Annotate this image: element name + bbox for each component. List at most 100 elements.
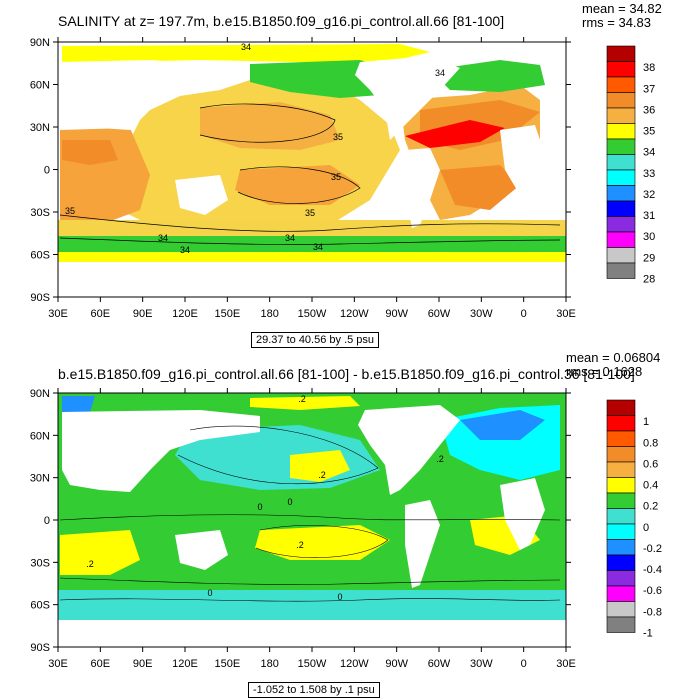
x-tick-label: 60E: [91, 308, 111, 320]
equatorial-pacific-positive: [255, 525, 390, 560]
colorbar-label: -0.8: [643, 606, 662, 618]
colorbar-swatch: [606, 107, 636, 124]
colorbar-swatch: [606, 247, 636, 264]
australia-land: [175, 175, 228, 215]
africa-land: [500, 125, 545, 195]
colorbar-swatch: [606, 461, 636, 478]
arctic-negative: [62, 396, 95, 412]
arctic-ocean: [62, 44, 430, 64]
colorbar-swatch: [606, 601, 636, 618]
colorbar-swatch: [606, 570, 636, 587]
colorbar-swatch: [606, 185, 636, 202]
colorbar-swatch: [606, 154, 636, 171]
colorbar-label: 30: [643, 231, 655, 243]
x-tick-label: 30W: [470, 308, 493, 320]
colorbar-swatch: [606, 508, 636, 525]
colorbar-label: 33: [643, 168, 655, 180]
colorbar-swatch: [606, 415, 636, 432]
y-tick-label: 60N: [30, 430, 50, 442]
x-tick-label: 120W: [340, 658, 369, 670]
x-tick-label: 0: [521, 308, 527, 320]
colorbar-swatch: [606, 61, 636, 78]
contour-label: 34: [241, 42, 251, 52]
colorbar-swatch: [606, 539, 636, 556]
colorbar-label: 0.6: [643, 458, 658, 470]
colorbar-swatch: [606, 92, 636, 109]
colorbar-label: 32: [643, 189, 655, 201]
colorbar-label: -1: [643, 628, 653, 640]
x-tick-label: 90E: [133, 308, 153, 320]
bottom-map: [58, 393, 566, 647]
colorbar-swatch: [606, 430, 636, 447]
colorbar-label: 29: [643, 252, 655, 264]
colorbar-label: 38: [643, 62, 655, 74]
bottom-colorbar: 1 0.8 0.6 0.4 0.2 0 -0.2 -0.4 -0.6 -0.8 -1: [606, 399, 662, 640]
south-america-land: [405, 148, 440, 228]
colorbar-label: 28: [643, 274, 655, 286]
contour-label: .2: [318, 470, 326, 480]
y-tick-label: 90N: [30, 388, 50, 400]
top-range-label: 29.37 to 40.56 by .5 psu: [251, 332, 380, 348]
africa-land-bottom: [500, 478, 545, 550]
contour-label: .2: [86, 559, 94, 569]
colorbar-swatch: [606, 492, 636, 509]
colorbar-label: 0.4: [643, 480, 658, 492]
y-tick-label: 30S: [30, 557, 50, 569]
south-atlantic-orange: [440, 165, 520, 210]
x-tick-label: 150E: [214, 308, 240, 320]
colorbar-swatch: [606, 123, 636, 140]
contour-label: 35: [333, 132, 343, 142]
colorbar-swatch: [606, 585, 636, 602]
southern-ocean-green: [58, 236, 566, 254]
colorbar-label: 37: [643, 83, 655, 95]
top-colorbar: 38 37 36 35 34 33 32 31 30 29 28: [606, 45, 655, 286]
x-tick-label: 120W: [340, 308, 369, 320]
colorbar-label: -0.6: [643, 585, 662, 597]
top-panel-title: SALINITY at z= 197.7m, b.e15.B1850.f09_g…: [58, 13, 505, 29]
top-mean: mean = 34.82: [582, 1, 662, 16]
colorbar-swatch: [606, 45, 636, 62]
colorbar-swatch: [606, 169, 636, 186]
x-tick-label: 90W: [385, 658, 408, 670]
y-tick-label: 30S: [30, 207, 50, 219]
y-tick-label: 60S: [30, 600, 50, 612]
contour-label: 34: [158, 233, 168, 243]
y-tick-label: 90N: [30, 37, 50, 49]
top-x-axis: 30E 60E 90E 120E 150E 180 150W 120W 90W 60W 30W 0 30…: [48, 37, 576, 320]
x-tick-label: 30E: [556, 658, 576, 670]
labrador-negative: [460, 410, 545, 440]
x-tick-label: 60E: [91, 658, 111, 670]
colorbar-swatch: [606, 216, 636, 233]
contour-label: 0: [257, 502, 262, 512]
y-tick-label: 90S: [30, 642, 50, 654]
colorbar-swatch: [606, 399, 636, 416]
south-america-land-bottom: [405, 500, 440, 588]
bottom-y-axis: 90N 60N 30N 0 30S 60S 90S: [30, 388, 571, 654]
colorbar-swatch: [606, 76, 636, 93]
colorbar-swatch: [606, 616, 636, 633]
x-tick-label: 90E: [133, 658, 153, 670]
south-pacific-high: [235, 165, 360, 205]
y-tick-label: 30N: [30, 122, 50, 134]
bottom-rms: rms = 0.1628: [566, 364, 643, 379]
arabian-sea: [62, 140, 118, 165]
colorbar-swatch: [606, 477, 636, 494]
contour-label: .2: [436, 454, 444, 464]
contour-label: 34: [313, 242, 323, 252]
x-tick-label: 30E: [48, 308, 68, 320]
bottom-contour-labels: .2 0 .2 0 .2 .2 0 .2 0: [86, 394, 444, 602]
bottom-range-label: -1.052 to 1.508 by .1 psu: [248, 682, 380, 698]
colorbar-label: 0: [643, 522, 649, 534]
x-tick-label: 30E: [556, 308, 576, 320]
australia-land-bottom: [175, 530, 228, 570]
colorbar-label: 0.2: [643, 501, 658, 513]
colorbar-label: 0.8: [643, 437, 658, 449]
antarctica-land-bottom: [58, 620, 566, 647]
colorbar-label: 1: [643, 416, 649, 428]
indian-ocean-positive: [60, 530, 140, 575]
x-tick-label: 60W: [428, 658, 451, 670]
contour-label: .2: [296, 540, 304, 550]
y-tick-label: 60N: [30, 80, 50, 92]
contour-label: 34: [180, 245, 190, 255]
